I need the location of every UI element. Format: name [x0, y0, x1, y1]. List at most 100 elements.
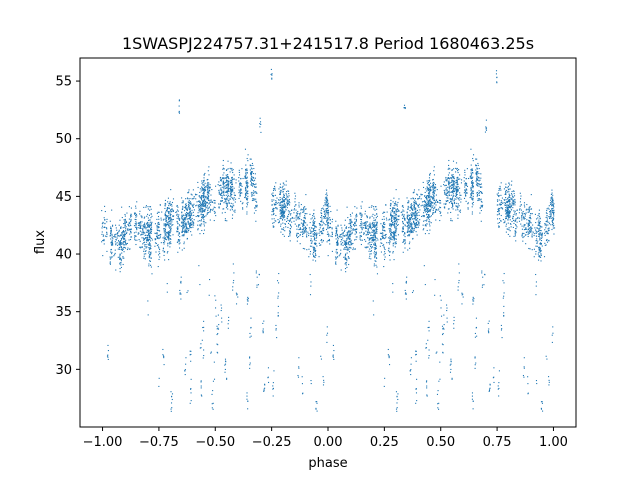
- data-point: [459, 209, 462, 211]
- data-point: [453, 182, 455, 184]
- data-point: [200, 219, 203, 221]
- data-point: [529, 220, 531, 222]
- data-point: [134, 213, 136, 215]
- data-point: [452, 188, 454, 190]
- data-point: [221, 197, 224, 199]
- data-point: [477, 198, 479, 200]
- data-point: [388, 247, 390, 249]
- data-point: [198, 204, 200, 206]
- data-point: [345, 271, 347, 273]
- data-point: [375, 245, 377, 247]
- data-point: [289, 223, 291, 226]
- data-point: [223, 182, 225, 184]
- data-point: [313, 255, 315, 258]
- data-point: [412, 197, 414, 199]
- data-point: [207, 178, 209, 181]
- data-point: [412, 238, 414, 240]
- data-point: [522, 212, 524, 214]
- data-point: [510, 226, 512, 228]
- data-point: [145, 206, 147, 208]
- data-point: [465, 182, 467, 184]
- data-point: [201, 209, 203, 211]
- data-point: [319, 231, 321, 233]
- data-point: [524, 234, 526, 236]
- data-point: [365, 221, 367, 223]
- data-point: [188, 223, 190, 225]
- data-point: [480, 209, 482, 212]
- data-point: [118, 241, 120, 243]
- data-point: [183, 224, 185, 227]
- data-point: [124, 231, 126, 233]
- data-point: [514, 230, 517, 232]
- data-point: [123, 238, 125, 241]
- data-point: [173, 215, 175, 217]
- data-point: [344, 248, 346, 250]
- data-point: [336, 229, 338, 231]
- data-point: [406, 217, 408, 219]
- data-point: [283, 200, 286, 202]
- data-point: [443, 184, 445, 186]
- data-point: [176, 209, 178, 211]
- data-point: [321, 215, 323, 217]
- data-point: [395, 189, 397, 191]
- data-point: [230, 193, 232, 196]
- data-point: [182, 224, 184, 226]
- data-point: [306, 213, 308, 215]
- data-point: [414, 212, 416, 214]
- data-point: [302, 219, 304, 221]
- data-point: [340, 241, 342, 243]
- data-point: [128, 223, 130, 225]
- data-point: [130, 236, 133, 238]
- data-point: [123, 241, 125, 243]
- data-point: [366, 234, 368, 236]
- data-point: [350, 247, 352, 249]
- data-point: [456, 168, 458, 170]
- data-point: [239, 183, 242, 185]
- data-point: [340, 236, 342, 238]
- data-point: [283, 210, 285, 212]
- data-point: [118, 235, 120, 237]
- data-point: [389, 241, 391, 243]
- data-point: [336, 253, 338, 255]
- data-point: [130, 225, 132, 227]
- data-point: [162, 219, 164, 221]
- data-point: [527, 224, 529, 226]
- data-point: [354, 222, 356, 224]
- data-point: [297, 376, 300, 378]
- data-point: [190, 212, 192, 214]
- data-point: [410, 203, 413, 205]
- data-point: [432, 212, 434, 214]
- data-point: [177, 223, 179, 225]
- data-point: [343, 230, 345, 233]
- data-point: [539, 234, 541, 236]
- data-point: [430, 197, 432, 199]
- data-point: [231, 188, 233, 190]
- data-point: [352, 242, 354, 245]
- data-point: [111, 243, 113, 245]
- data-point: [300, 222, 302, 224]
- data-point: [538, 213, 540, 215]
- data-point: [226, 191, 228, 193]
- data-point: [458, 205, 460, 207]
- data-point: [128, 218, 130, 220]
- data-point: [439, 212, 441, 214]
- data-point: [369, 244, 371, 246]
- data-point: [508, 199, 511, 201]
- data-point: [167, 207, 169, 209]
- data-point: [472, 193, 474, 195]
- data-point: [199, 201, 201, 203]
- data-point: [206, 196, 208, 198]
- data-point: [334, 256, 337, 258]
- data-point: [515, 225, 517, 227]
- data-point: [149, 225, 151, 227]
- data-point: [391, 236, 394, 238]
- data-point: [472, 184, 474, 186]
- data-point: [282, 196, 284, 198]
- data-point: [106, 250, 108, 252]
- data-point: [418, 214, 420, 216]
- data-point: [505, 186, 507, 188]
- data-point: [342, 244, 344, 246]
- data-point: [397, 215, 399, 217]
- data-point: [393, 224, 395, 226]
- data-point: [182, 200, 184, 202]
